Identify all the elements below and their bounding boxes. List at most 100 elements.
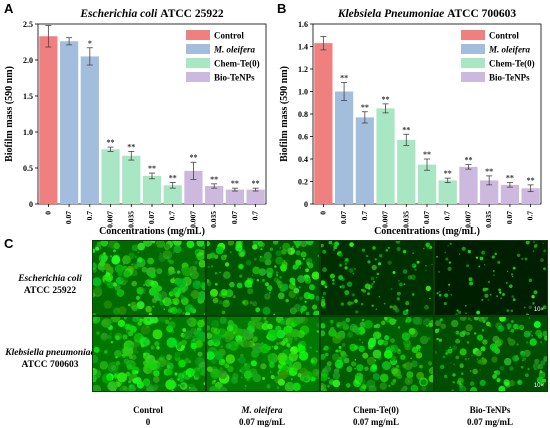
chart-b-bar — [376, 108, 395, 204]
fluorescence-spot — [291, 245, 294, 248]
chart-b-xlabel: Concentrations (mg/mL) — [374, 226, 480, 237]
fluorescence-spot — [176, 300, 179, 303]
micrograph-texture — [93, 317, 205, 391]
fluorescence-spot — [275, 274, 279, 277]
fluorescence-spot — [503, 357, 512, 366]
micrograph-tile — [206, 240, 320, 316]
fluorescence-spot — [224, 336, 232, 343]
fluorescence-spot — [117, 372, 128, 383]
fluorescence-spot — [131, 304, 138, 312]
fluorescence-spot — [436, 337, 439, 341]
fluorescence-spot — [277, 378, 285, 386]
fluorescence-spot — [440, 323, 446, 329]
fluorescence-spot — [411, 293, 415, 296]
fluorescence-spot — [219, 271, 221, 274]
fluorescence-spot — [336, 324, 340, 328]
panel-label-a: A — [4, 1, 14, 16]
fluorescence-spot — [324, 365, 332, 373]
fluorescence-spot — [475, 350, 482, 357]
fluorescence-spot — [140, 324, 151, 335]
chart-a-xtick-label: 0.035 — [126, 211, 135, 228]
fluorescence-spot — [263, 317, 267, 320]
col-name: Chem-Te(0) — [353, 405, 399, 415]
chart-a-bar — [246, 189, 265, 204]
chart-b-xtick-label: 0.007 — [381, 211, 390, 228]
fluorescence-spot — [479, 369, 481, 371]
fluorescence-spot — [162, 297, 172, 307]
fluorescence-spot — [531, 295, 535, 299]
fluorescence-spot — [122, 255, 131, 265]
fluorescence-spot — [241, 328, 250, 337]
fluorescence-spot — [316, 350, 318, 353]
fluorescence-spot — [232, 295, 236, 299]
fluorescence-spot — [129, 325, 137, 333]
chart-b-significance: ** — [527, 176, 535, 185]
fluorescence-spot — [304, 300, 307, 303]
fluorescence-spot — [341, 284, 345, 289]
chart-b-xtick-label: 0.035 — [484, 211, 493, 228]
fluorescence-spot — [238, 263, 244, 270]
fluorescence-spot — [180, 268, 184, 271]
fluorescence-spot — [355, 310, 359, 314]
fluorescence-spot — [332, 279, 335, 282]
fluorescence-spot — [321, 353, 326, 360]
fluorescence-spot — [174, 351, 181, 358]
fluorescence-spot — [400, 387, 406, 391]
fluorescence-spot — [533, 290, 538, 295]
fluorescence-spot — [295, 363, 297, 365]
fluorescence-spot — [450, 294, 453, 296]
fluorescence-spot — [499, 317, 506, 322]
fluorescence-spot — [211, 358, 217, 365]
fluorescence-spot — [152, 305, 155, 308]
fluorescence-spot — [504, 381, 509, 387]
fluorescence-spot — [166, 337, 177, 348]
fluorescence-spot — [414, 317, 423, 325]
fluorescence-spot — [459, 317, 467, 321]
magnification-label: 10× — [533, 307, 544, 313]
fluorescence-spot — [197, 319, 205, 328]
fluorescence-spot — [109, 332, 112, 335]
fluorescence-spot — [533, 245, 537, 249]
fluorescence-spot — [326, 361, 332, 367]
fluorescence-spot — [304, 277, 311, 284]
fluorescence-spot — [244, 385, 247, 387]
fluorescence-spot — [354, 372, 364, 381]
fluorescence-spot — [283, 259, 286, 262]
fluorescence-spot — [487, 299, 490, 301]
chart-a-legend-swatch — [186, 72, 210, 82]
col-label-bio-tenps: Bio-TeNPs 0.07 mg/mL — [434, 404, 546, 428]
fluorescence-spot — [156, 268, 163, 275]
fluorescence-spot — [137, 242, 145, 251]
fluorescence-spot — [374, 258, 377, 261]
fluorescence-spot — [482, 287, 487, 292]
fluorescence-spot — [543, 267, 546, 271]
fluorescence-spot — [129, 355, 133, 359]
fluorescence-spot — [252, 343, 256, 346]
fluorescence-spot — [383, 317, 388, 321]
chart-b-legend-label: M. oleifera — [488, 45, 530, 55]
chart-a-ytick-label: 0 — [29, 200, 33, 209]
chart-b-xtick-label: 0 — [318, 211, 327, 215]
fluorescence-spot — [192, 335, 196, 339]
chart-b-significance: ** — [423, 150, 431, 159]
fluorescence-spot — [533, 241, 535, 243]
fluorescence-spot — [128, 303, 131, 307]
fluorescence-spot — [451, 348, 453, 350]
fluorescence-spot — [93, 355, 99, 364]
fluorescence-spot — [426, 325, 428, 327]
fluorescence-spot — [256, 278, 260, 282]
fluorescence-spot — [210, 295, 214, 299]
fluorescence-spot — [496, 338, 503, 346]
fluorescence-spot — [321, 323, 326, 329]
chart-b-ytick-label: 1.6 — [298, 20, 308, 29]
fluorescence-spot — [209, 386, 218, 391]
chart-a-xtick-label: 0.07 — [64, 211, 73, 224]
fluorescence-spot — [476, 358, 479, 361]
fluorescence-spot — [487, 280, 491, 284]
fluorescence-spot — [527, 367, 530, 371]
fluorescence-spot — [269, 247, 274, 251]
fluorescence-spot — [457, 310, 462, 314]
fluorescence-spot — [379, 373, 389, 383]
fluorescence-spot — [438, 293, 442, 297]
fluorescence-spot — [377, 262, 382, 266]
